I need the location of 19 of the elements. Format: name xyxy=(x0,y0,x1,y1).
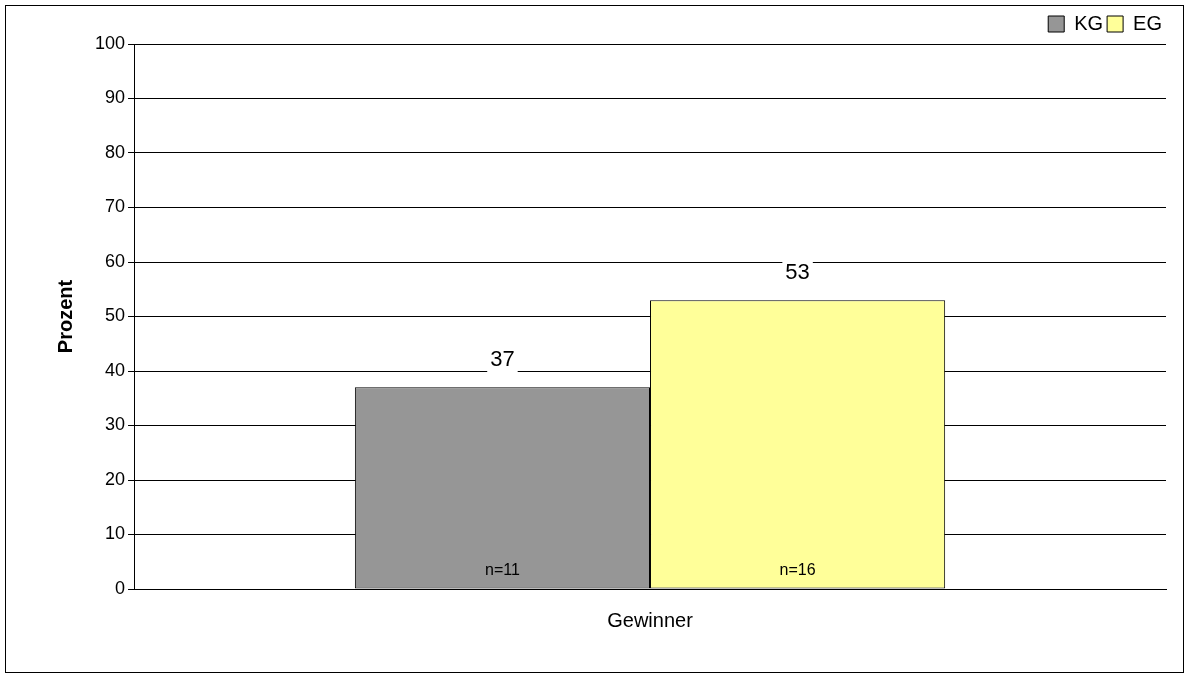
y-tick-label: 80 xyxy=(105,141,126,162)
annotation: n=11 xyxy=(485,561,520,579)
y-tick-label: 70 xyxy=(105,196,126,217)
y-tick-label: 50 xyxy=(105,305,126,326)
y-tick-label: 20 xyxy=(105,468,126,489)
y-tick-label: 10 xyxy=(105,523,126,544)
y-tick-label: 40 xyxy=(105,359,126,380)
legend-label: EG xyxy=(1133,11,1163,34)
data-label: 53 xyxy=(785,259,810,285)
y-tick-label: 0 xyxy=(115,577,126,598)
annotation: n=16 xyxy=(779,561,816,579)
data-label: 37 xyxy=(490,346,515,372)
y-axis-title: Prozent xyxy=(53,279,76,354)
x-tick-label: Gewinner xyxy=(607,608,694,631)
y-tick-label: 30 xyxy=(105,414,126,435)
y-tick-label: 90 xyxy=(105,87,126,108)
y-tick-label: 100 xyxy=(94,32,126,53)
y-tick-label: 60 xyxy=(105,250,126,271)
legend-label: KG xyxy=(1074,11,1104,34)
